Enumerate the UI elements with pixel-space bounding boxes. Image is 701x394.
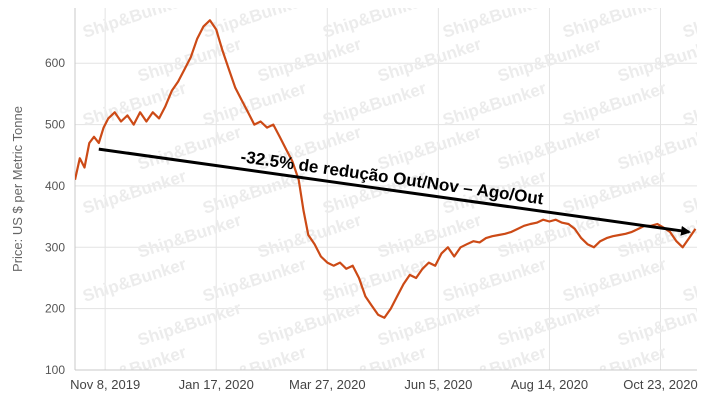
trend-arrow [98,147,692,236]
series-layer [75,19,697,319]
y-tick-labels: 100 200 300 400 500 600 [45,56,65,377]
y-tick-label: 300 [45,240,65,254]
price-series-line [75,19,697,319]
y-tick-label: 500 [45,118,65,132]
y-tick-label: 100 [45,363,65,377]
x-tick-label: Aug 14, 2020 [511,377,588,392]
x-tick-label: Nov 8, 2019 [70,377,140,392]
y-tick-label: 200 [45,302,65,316]
x-tick-label: Oct 23, 2020 [623,377,697,392]
x-tick-label: Mar 27, 2020 [289,377,366,392]
x-tick-label: Jan 17, 2020 [179,377,254,392]
y-axis-title: Price: US $ per Metric Tonne [10,106,25,272]
x-tick-labels: Nov 8, 2019 Jan 17, 2020 Mar 27, 2020 Jun 5… [70,377,698,392]
y-tick-label: 600 [45,56,65,70]
grid [75,8,697,371]
y-tick-label: 400 [45,179,65,193]
x-tick-label: Jun 5, 2020 [404,377,472,392]
